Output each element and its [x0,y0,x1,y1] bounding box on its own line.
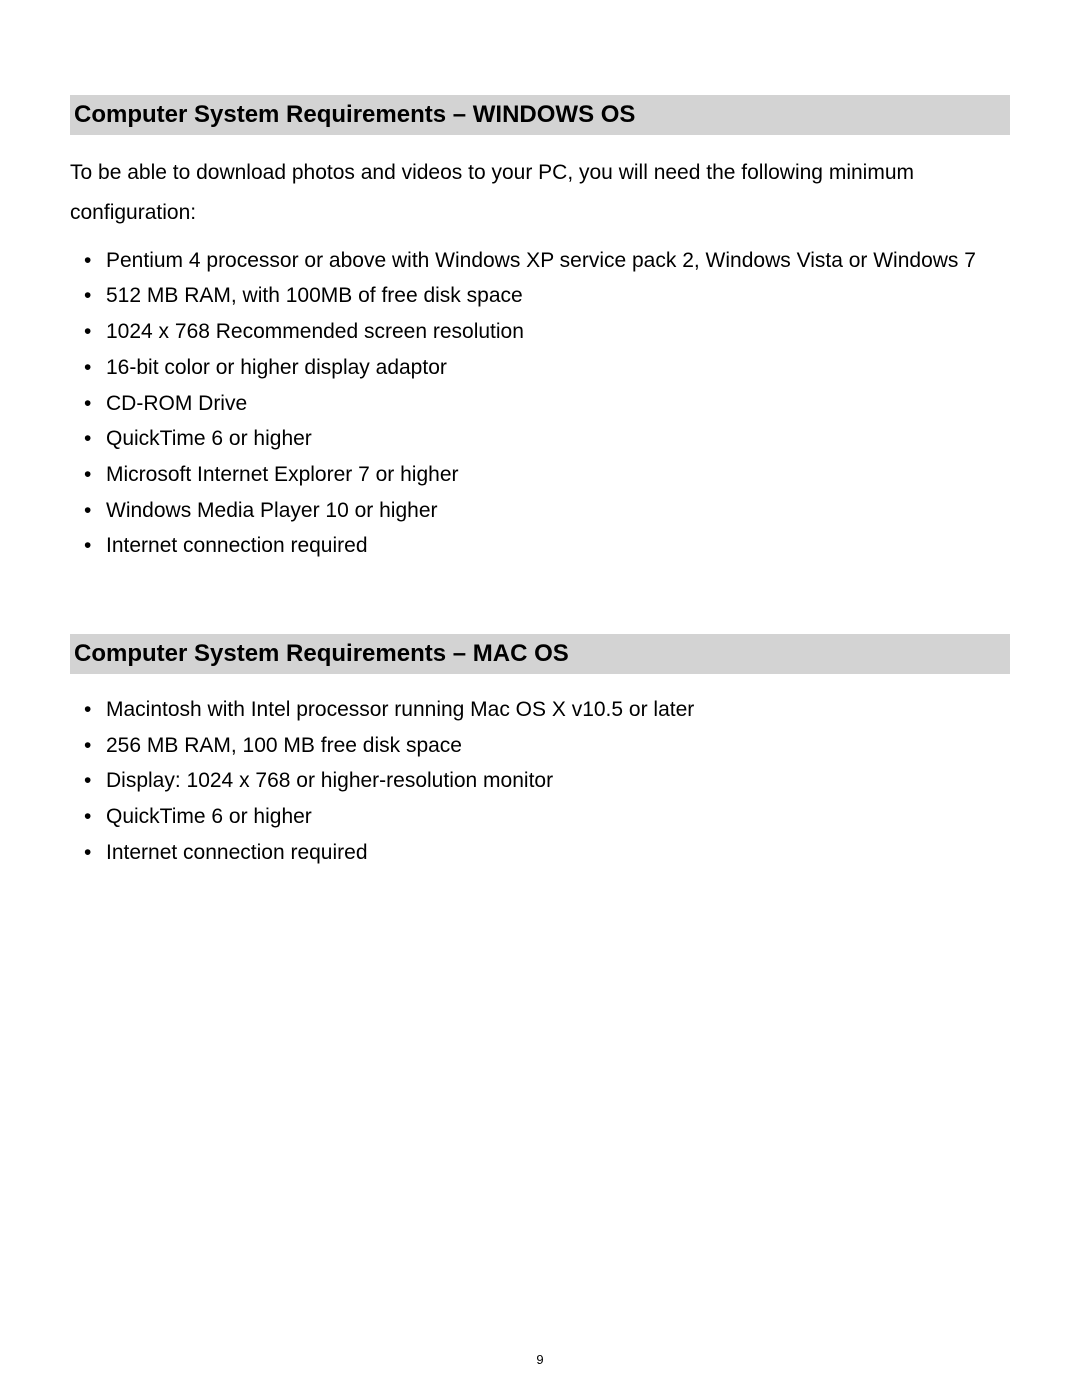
page-number: 9 [0,1352,1080,1367]
list-item: Internet connection required [70,528,1010,564]
list-item: Internet connection required [70,835,1010,871]
windows-requirements-section: Computer System Requirements – WINDOWS O… [70,95,1010,564]
windows-requirements-list: Pentium 4 processor or above with Window… [70,243,1010,564]
list-item: Macintosh with Intel processor running M… [70,692,1010,728]
list-item: 512 MB RAM, with 100MB of free disk spac… [70,278,1010,314]
list-item: 256 MB RAM, 100 MB free disk space [70,728,1010,764]
list-item: 1024 x 768 Recommended screen resolution [70,314,1010,350]
list-item: QuickTime 6 or higher [70,421,1010,457]
list-item: Display: 1024 x 768 or higher-resolution… [70,763,1010,799]
mac-requirements-list: Macintosh with Intel processor running M… [70,692,1010,870]
list-item: Microsoft Internet Explorer 7 or higher [70,457,1010,493]
list-item: Pentium 4 processor or above with Window… [70,243,1010,279]
list-item: 16-bit color or higher display adaptor [70,350,1010,386]
mac-heading: Computer System Requirements – MAC OS [70,634,1010,674]
list-item: Windows Media Player 10 or higher [70,493,1010,529]
windows-heading: Computer System Requirements – WINDOWS O… [70,95,1010,135]
list-item: QuickTime 6 or higher [70,799,1010,835]
list-item: CD-ROM Drive [70,386,1010,422]
windows-intro-text: To be able to download photos and videos… [70,153,1010,233]
mac-requirements-section: Computer System Requirements – MAC OS Ma… [70,634,1010,870]
